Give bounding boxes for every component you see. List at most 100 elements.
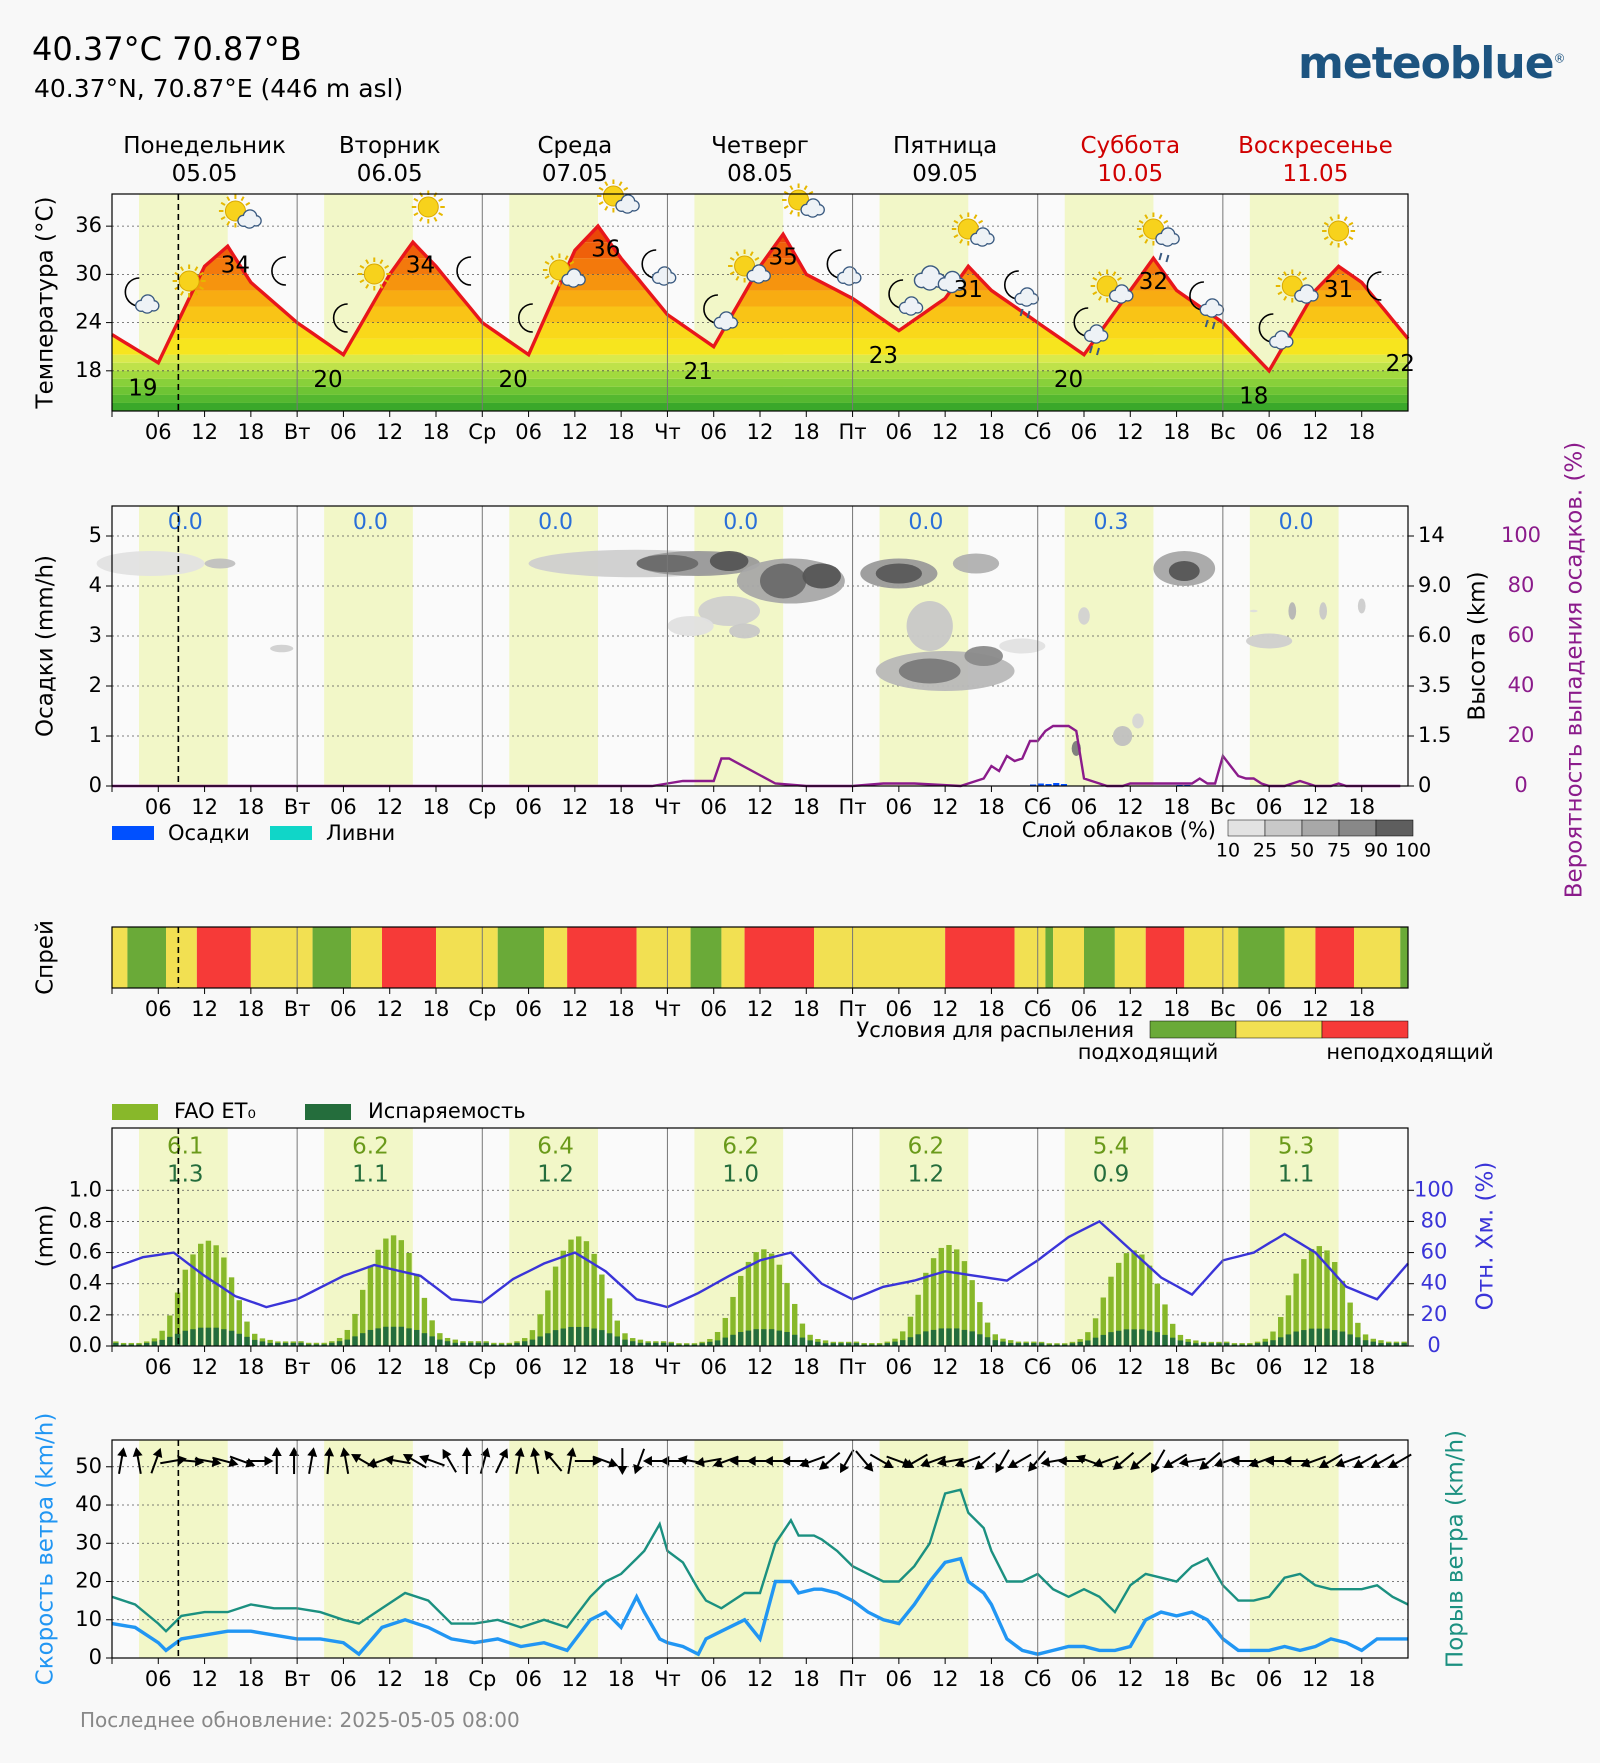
arrow-head <box>920 1458 931 1468</box>
probability-tick-label: 100 <box>1501 523 1541 547</box>
evap-bar <box>776 1330 782 1346</box>
wind-direction-arrow <box>324 1447 335 1475</box>
fao-bar <box>599 1274 605 1346</box>
daily-precip-total: 0.0 <box>538 510 573 535</box>
x-day-label: Чт <box>654 1667 681 1691</box>
x-hour-label: 12 <box>932 420 959 444</box>
evap-bar <box>390 1326 397 1346</box>
spray-segment <box>690 927 722 988</box>
day-name: Суббота <box>1080 133 1181 159</box>
wind-direction-arrow <box>132 1447 143 1475</box>
fao-bar <box>1301 1259 1307 1346</box>
arrow-head <box>271 1447 282 1457</box>
evap-bar <box>1324 1328 1330 1346</box>
evap-bar <box>1000 1341 1006 1346</box>
fao-bar <box>221 1257 227 1346</box>
humidity-line <box>111 1219 1409 1309</box>
x-day-label: Пт <box>839 1355 867 1379</box>
fao-bar <box>414 1273 420 1346</box>
temperature-band <box>112 378 1408 387</box>
fao-legend-swatch <box>112 1104 158 1120</box>
wind-direction-arrow <box>1178 1456 1206 1467</box>
cloud-icon <box>134 294 160 314</box>
day-header: Вторник 06.05 <box>290 132 490 188</box>
x-hour-label: 12 <box>1302 997 1329 1021</box>
sun-ray <box>365 259 370 265</box>
evap-bar <box>275 1342 281 1346</box>
spray-segment <box>297 927 313 988</box>
fao-bar <box>568 1239 574 1346</box>
day-name: Понедельник <box>123 133 286 159</box>
evap-bar <box>228 1330 235 1346</box>
x-day-label: Пт <box>839 1667 867 1691</box>
day-header: Воскресенье 11.05 <box>1215 132 1415 188</box>
x-hour-label: 18 <box>608 795 635 819</box>
sun-ray <box>180 266 185 272</box>
evap-bar <box>938 1328 944 1346</box>
arrow-head <box>1028 1461 1038 1472</box>
spray-chart: 06 12 18 Вт 06 12 18 Ср 06 12 18 Чт 06 12 18 Пт 06 12 18 Сб… <box>33 920 1494 1064</box>
rain-drop <box>1096 347 1100 356</box>
sun-ray <box>1138 234 1144 239</box>
y-tick-label: 50 <box>75 1454 102 1478</box>
evap-bar <box>421 1333 428 1346</box>
arrow-head <box>544 1450 554 1461</box>
cloud-legend-tick: 25 <box>1253 840 1277 862</box>
cloud-icon <box>913 265 946 291</box>
daytime-band <box>324 506 413 786</box>
temperature-label: 22 <box>1386 351 1415 377</box>
height-tick-label: 3.5 <box>1418 673 1451 697</box>
x-hour-label: 06 <box>145 997 172 1021</box>
wind-direction-arrow <box>1318 1453 1343 1469</box>
x-hour-label: 06 <box>700 1355 727 1379</box>
x-hour-label: 12 <box>932 795 959 819</box>
meteoblue-logo[interactable]: meteoblue® <box>1298 38 1566 89</box>
x-day-label: Вт <box>284 420 311 444</box>
wind-direction-arrow <box>271 1447 282 1475</box>
cloud-layer <box>906 601 953 651</box>
daily-evap: 1.0 <box>722 1162 759 1188</box>
fao-bar <box>1332 1262 1338 1346</box>
evap-bar <box>923 1331 929 1346</box>
wind-direction-arrow <box>307 1447 318 1475</box>
height-axis-label: Высота (km) <box>1465 571 1491 720</box>
sun-ray <box>359 264 365 269</box>
arrow-head <box>819 1460 830 1471</box>
evap-bar <box>1386 1343 1392 1346</box>
evap-bar <box>151 1341 158 1346</box>
arrow-head <box>340 1447 350 1457</box>
x-day-label: Вс <box>1210 420 1236 444</box>
x-hour-label: 12 <box>1117 795 1144 819</box>
evap-bar <box>1393 1343 1400 1346</box>
wind-direction-arrow <box>995 1449 1010 1474</box>
fao-bar <box>236 1300 242 1346</box>
spray-segment <box>112 927 128 988</box>
sun-ray <box>1144 238 1149 244</box>
daily-evap: 1.1 <box>1278 1162 1315 1188</box>
evap-bar <box>838 1343 844 1346</box>
arrow-head <box>264 1456 274 1467</box>
cloud-layer <box>709 551 749 571</box>
x-day-label: Вс <box>1210 997 1236 1021</box>
spray-segment <box>1222 927 1239 988</box>
arrow-head <box>1387 1459 1399 1469</box>
arrow-head <box>1075 1454 1086 1465</box>
fao-bar <box>406 1252 412 1346</box>
cloud-legend-tick: 90 <box>1364 840 1388 862</box>
spray-segment <box>1315 927 1354 988</box>
wind-direction-arrow <box>920 1455 946 1468</box>
arrow-head <box>324 1447 335 1457</box>
spray-segment <box>1238 927 1285 988</box>
x-hour-label: 12 <box>191 1355 218 1379</box>
evap-bar <box>236 1333 242 1346</box>
x-hour-label: 12 <box>747 1355 774 1379</box>
evap-bar <box>313 1344 320 1346</box>
sun-ray <box>959 214 964 220</box>
y-tick-label: 18 <box>75 358 102 382</box>
cloud-layer <box>760 563 807 599</box>
spray-segment <box>744 927 814 988</box>
x-hour-label: 12 <box>561 1355 588 1379</box>
x-day-label: Вс <box>1210 795 1236 819</box>
arrow-head <box>402 1454 414 1463</box>
cloud-icon <box>1014 287 1039 307</box>
